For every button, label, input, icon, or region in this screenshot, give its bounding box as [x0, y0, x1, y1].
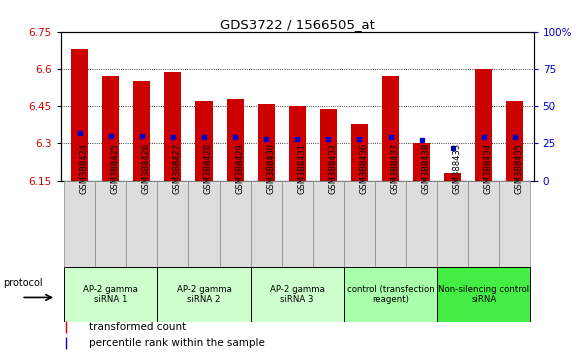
Bar	[344, 181, 375, 267]
Text: transformed count: transformed count	[89, 322, 187, 332]
Text: GSM388426: GSM388426	[142, 143, 151, 194]
Bar	[437, 181, 468, 267]
Bar	[195, 101, 212, 181]
Text: AP-2 gamma
siRNA 3: AP-2 gamma siRNA 3	[270, 285, 325, 304]
Text: Non-silencing control
siRNA: Non-silencing control siRNA	[438, 285, 530, 304]
Title: GDS3722 / 1566505_at: GDS3722 / 1566505_at	[220, 18, 375, 31]
Bar	[437, 267, 531, 322]
Bar	[468, 181, 499, 267]
Bar	[313, 181, 344, 267]
Bar	[227, 99, 244, 181]
Text: GSM388431: GSM388431	[297, 143, 306, 194]
Bar	[71, 49, 88, 181]
Bar	[95, 181, 126, 267]
Text: GSM388430: GSM388430	[266, 143, 275, 194]
Bar	[64, 181, 95, 267]
Bar	[475, 69, 492, 181]
Text: percentile rank within the sample: percentile rank within the sample	[89, 338, 265, 348]
Text: GSM388424: GSM388424	[79, 143, 89, 194]
Bar	[282, 181, 313, 267]
Text: control (transfection
reagent): control (transfection reagent)	[347, 285, 434, 304]
Text: GSM388435: GSM388435	[515, 143, 524, 194]
Bar	[382, 76, 399, 181]
Bar	[157, 267, 251, 322]
Text: GSM388437: GSM388437	[390, 142, 400, 194]
Text: GSM388434: GSM388434	[484, 143, 493, 194]
Bar	[157, 181, 188, 267]
Text: GSM388427: GSM388427	[173, 143, 182, 194]
Bar	[320, 109, 337, 181]
Bar	[102, 76, 119, 181]
Bar	[506, 101, 524, 181]
Bar	[375, 181, 406, 267]
Bar	[64, 267, 157, 322]
Bar	[133, 81, 150, 181]
Text: GSM388429: GSM388429	[235, 143, 244, 194]
Bar	[219, 181, 251, 267]
Bar	[499, 181, 531, 267]
Text: GSM388433: GSM388433	[453, 142, 462, 194]
Bar	[126, 181, 157, 267]
Bar	[344, 267, 437, 322]
Bar	[444, 173, 461, 181]
Bar	[251, 267, 344, 322]
Bar	[406, 181, 437, 267]
Bar	[289, 106, 306, 181]
Text: GSM388432: GSM388432	[328, 143, 338, 194]
Text: AP-2 gamma
siRNA 1: AP-2 gamma siRNA 1	[83, 285, 138, 304]
Bar	[164, 72, 182, 181]
Bar	[188, 181, 219, 267]
Bar	[413, 143, 430, 181]
Text: GSM388425: GSM388425	[111, 143, 119, 194]
Text: GSM388436: GSM388436	[360, 142, 368, 194]
Bar	[251, 181, 282, 267]
Text: GSM388438: GSM388438	[422, 142, 430, 194]
Bar	[351, 124, 368, 181]
Text: AP-2 gamma
siRNA 2: AP-2 gamma siRNA 2	[176, 285, 231, 304]
Text: GSM388428: GSM388428	[204, 143, 213, 194]
Text: protocol: protocol	[3, 278, 43, 288]
Bar	[258, 104, 275, 181]
